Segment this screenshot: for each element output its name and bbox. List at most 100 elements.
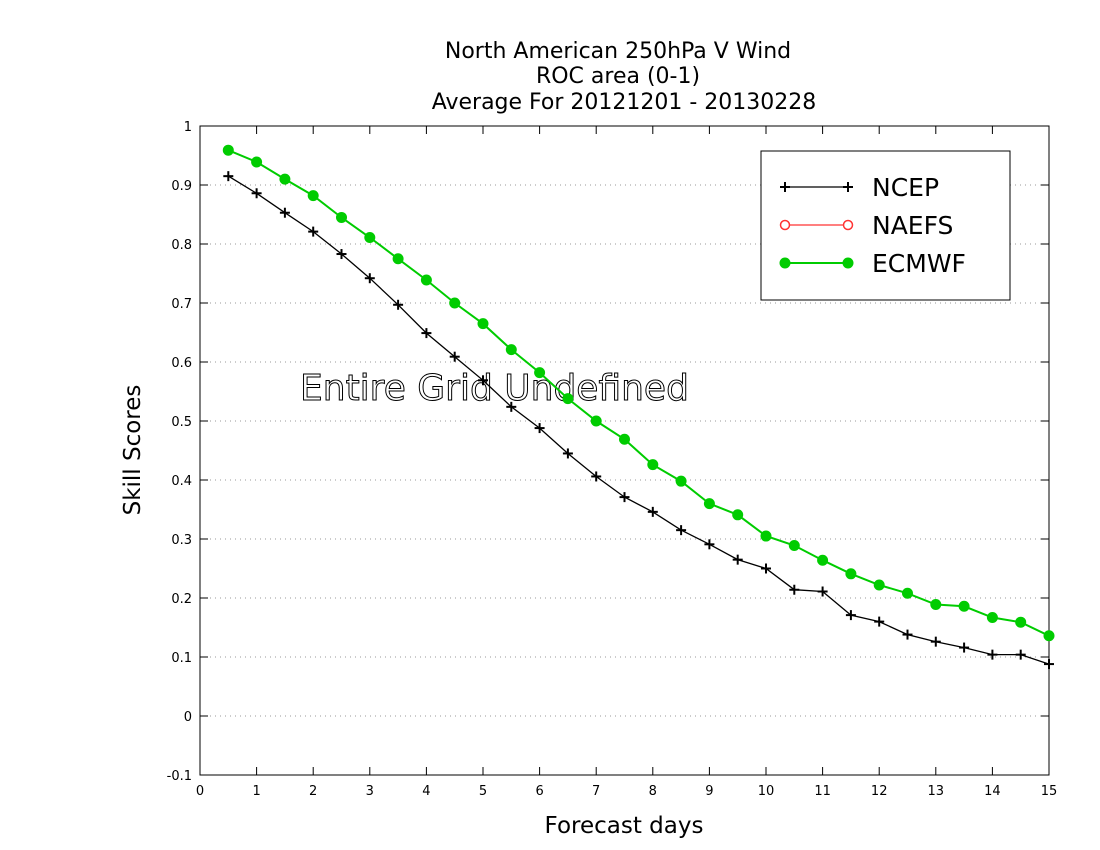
x-tick-label-9: 9 bbox=[705, 784, 713, 799]
ecmwf-point-2 bbox=[279, 173, 291, 185]
chart-title-line-2: ROC area (0-1) bbox=[536, 64, 700, 89]
ecmwf-point-1 bbox=[251, 156, 263, 168]
ecmwf-point-13 bbox=[590, 415, 602, 427]
ecmwf-point-14 bbox=[619, 433, 630, 445]
y-axis-label: Skill Scores bbox=[120, 385, 146, 516]
ncep-point-2 bbox=[279, 207, 290, 218]
ecmwf-point-24 bbox=[902, 587, 913, 599]
x-tick-label-15: 15 bbox=[1041, 784, 1058, 799]
y-tick-label-11: 1 bbox=[184, 120, 192, 135]
ncep-point-14 bbox=[619, 492, 630, 503]
ecmwf-point-3 bbox=[307, 190, 319, 202]
ncep-point-7 bbox=[421, 328, 432, 339]
ncep-point-8 bbox=[449, 351, 460, 362]
y-tick-label-7: 0.6 bbox=[171, 356, 192, 371]
ecmwf-point-16 bbox=[675, 475, 687, 487]
ecmwf-point-7 bbox=[420, 274, 432, 286]
ecmwf-point-12 bbox=[562, 393, 574, 405]
entire-grid-undefined-annotation: Entire Grid Undefined bbox=[300, 368, 689, 409]
ecmwf-point-5 bbox=[364, 232, 376, 244]
ncep-point-28 bbox=[1015, 649, 1026, 660]
ncep-point-10 bbox=[506, 401, 517, 412]
chart-titles: North American 250hPa V Wind ROC area (0… bbox=[432, 39, 817, 115]
legend-naefs-marker-start bbox=[779, 219, 791, 231]
x-axis-ticks: 0 1 2 3 4 5 6 7 8 9 10 11 12 13 14 15 bbox=[196, 126, 1057, 799]
legend-naefs-marker-end bbox=[842, 219, 854, 231]
ncep-point-19 bbox=[761, 563, 771, 574]
ncep-point-26 bbox=[959, 642, 970, 653]
ncep-point-29 bbox=[1044, 659, 1054, 670]
y-tick-label-4: 0.3 bbox=[171, 533, 192, 548]
x-tick-label-8: 8 bbox=[649, 784, 657, 799]
plot-frame bbox=[199, 125, 1050, 776]
ecmwf-point-8 bbox=[449, 297, 461, 309]
y-tick-label-2: 0.1 bbox=[171, 651, 192, 666]
ncep-point-24 bbox=[902, 629, 913, 640]
ecmwf-point-0 bbox=[222, 144, 234, 156]
ncep-point-20 bbox=[789, 584, 800, 595]
ncep-point-6 bbox=[393, 299, 404, 310]
ecmwf-point-22 bbox=[845, 568, 857, 580]
y-tick-label-1: 0 bbox=[184, 710, 192, 725]
legend-ecmwf-label: ECMWF bbox=[872, 249, 966, 278]
ecmwf-point-11 bbox=[534, 367, 546, 379]
ecmwf-point-19 bbox=[760, 530, 772, 542]
y-axis-ticks: -0.1 0 0.1 0.2 0.3 0.4 0.5 0.6 0.7 0.8 0.9 1 bbox=[167, 120, 1049, 784]
y-tick-label-9: 0.8 bbox=[171, 238, 192, 253]
ecmwf-point-15 bbox=[647, 459, 659, 471]
legend-ecmwf-marker-end bbox=[842, 257, 854, 269]
ncep-point-3 bbox=[308, 226, 319, 237]
x-tick-label-4: 4 bbox=[422, 784, 430, 799]
ecmwf-point-28 bbox=[1015, 616, 1027, 628]
x-tick-label-2: 2 bbox=[309, 784, 317, 799]
series-layer bbox=[222, 144, 1055, 670]
ecmwf-point-26 bbox=[958, 600, 970, 612]
ecmwf-point-6 bbox=[392, 253, 404, 265]
y-tick-label-5: 0.4 bbox=[171, 474, 192, 489]
ncep-point-21 bbox=[817, 586, 828, 597]
ncep-line bbox=[227, 175, 1050, 665]
legend: NCEP NAEFS ECMWF bbox=[760, 150, 1011, 301]
x-tick-label-7: 7 bbox=[592, 784, 600, 799]
ncep-point-11 bbox=[534, 423, 545, 434]
x-tick-label-11: 11 bbox=[814, 784, 831, 799]
legend-ecmwf-marker-start bbox=[779, 257, 791, 269]
y-tick-label-0: -0.1 bbox=[167, 769, 192, 784]
x-tick-label-13: 13 bbox=[928, 784, 945, 799]
ncep-point-9 bbox=[478, 375, 488, 386]
ncep-point-5 bbox=[364, 273, 375, 284]
y-tick-label-8: 0.7 bbox=[171, 297, 192, 312]
ncep-point-22 bbox=[845, 610, 856, 621]
x-axis-label: Forecast days bbox=[545, 813, 704, 839]
legend-ncep-marker-start bbox=[780, 182, 790, 192]
x-tick-label-6: 6 bbox=[535, 784, 543, 799]
ncep-point-12 bbox=[562, 448, 573, 459]
ecmwf-point-25 bbox=[930, 598, 942, 610]
x-tick-label-14: 14 bbox=[984, 784, 1001, 799]
y-tick-label-3: 0.2 bbox=[171, 592, 192, 607]
x-tick-label-5: 5 bbox=[479, 784, 487, 799]
x-tick-label-10: 10 bbox=[758, 784, 775, 799]
ncep-point-1 bbox=[251, 188, 262, 199]
ncep-point-18 bbox=[732, 554, 743, 565]
x-tick-label-1: 1 bbox=[252, 784, 260, 799]
legend-ncep-label: NCEP bbox=[872, 173, 939, 202]
ncep-point-4 bbox=[336, 249, 347, 260]
y-tick-label-6: 0.5 bbox=[171, 415, 192, 430]
ecmwf-point-18 bbox=[732, 509, 744, 521]
ecmwf-point-27 bbox=[986, 611, 998, 623]
ncep-point-0 bbox=[223, 171, 234, 182]
ecmwf-point-4 bbox=[336, 211, 347, 223]
ecmwf-point-9 bbox=[477, 318, 489, 330]
ncep-point-23 bbox=[874, 616, 885, 627]
ecmwf-point-29 bbox=[1043, 630, 1055, 642]
y-tick-label-10: 0.9 bbox=[171, 179, 192, 194]
x-tick-label-0: 0 bbox=[196, 784, 204, 799]
chart-title-line-1: North American 250hPa V Wind bbox=[445, 39, 791, 64]
ncep-point-27 bbox=[987, 649, 998, 660]
ncep-point-13 bbox=[591, 471, 602, 482]
chart-title-line-3: Average For 20121201 - 20130228 bbox=[432, 90, 817, 115]
x-tick-label-3: 3 bbox=[366, 784, 374, 799]
ncep-point-16 bbox=[676, 525, 687, 536]
